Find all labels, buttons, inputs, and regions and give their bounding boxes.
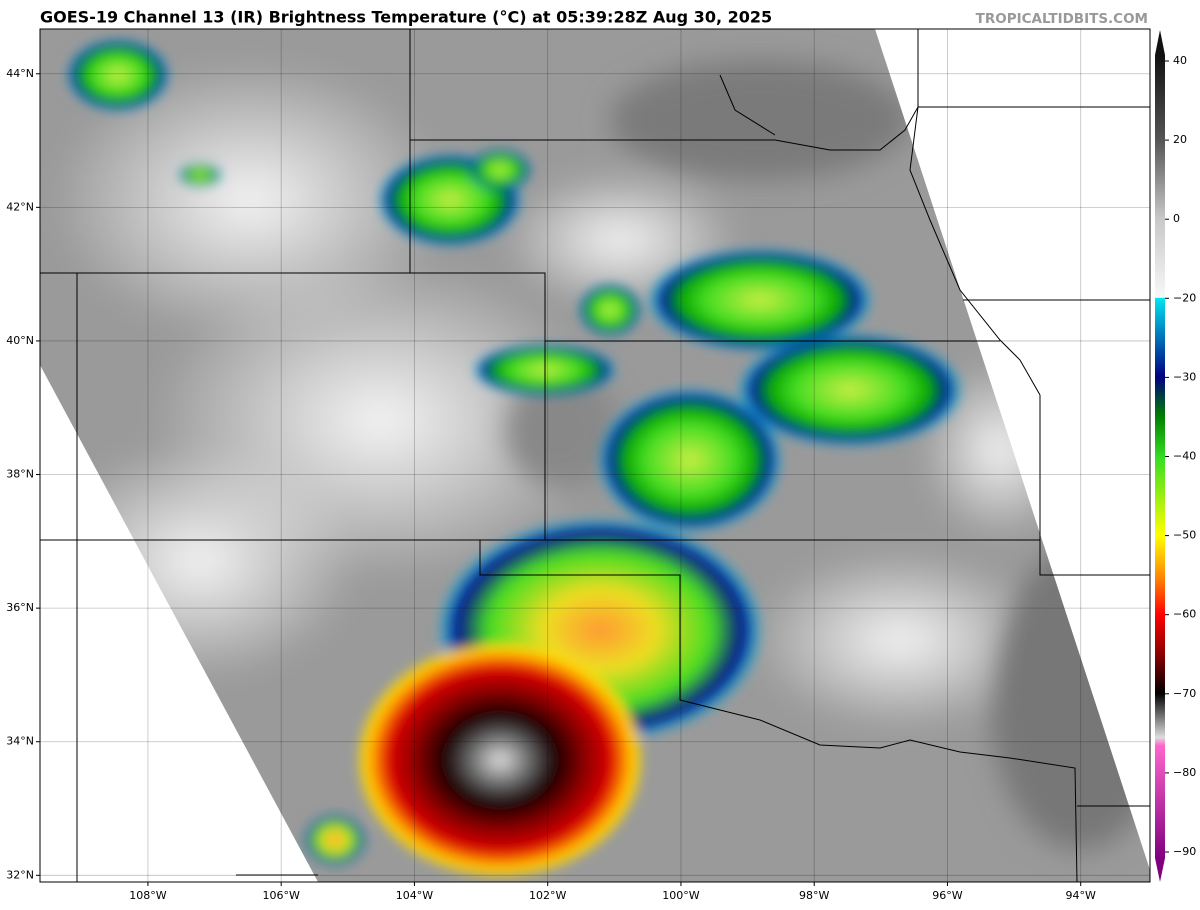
y-tick-label: 42°N: [6, 200, 34, 213]
colorbar: [1155, 30, 1165, 882]
colorbar-tick-label: −60: [1173, 608, 1196, 621]
colorbar-tick-label: 0: [1173, 212, 1180, 225]
x-tick-label: 96°W: [932, 889, 962, 902]
credit: TROPICALTIDBITS.COM: [976, 11, 1148, 27]
colorbar-body: [1155, 55, 1165, 858]
y-tick-label: 40°N: [6, 334, 34, 347]
boundaries: [40, 29, 1150, 882]
y-tick-label: 34°N: [6, 735, 34, 748]
x-tick-label: 98°W: [799, 889, 829, 902]
x-tick-label: 102°W: [529, 889, 566, 902]
title: GOES-19 Channel 13 (IR) Brightness Tempe…: [40, 8, 772, 27]
x-tick-label: 94°W: [1066, 889, 1096, 902]
plot-frame: [39, 28, 1151, 883]
colorbar-tick-label: −80: [1173, 766, 1196, 779]
y-tick-label: 38°N: [6, 468, 34, 481]
y-tick-label: 32°N: [6, 868, 34, 881]
colorbar-tick-label: −90: [1173, 845, 1196, 858]
colorbar-extend: [1155, 30, 1165, 55]
colorbar-extend: [1155, 858, 1165, 882]
x-tick-label: 108°W: [129, 889, 166, 902]
colorbar-tick-label: 40: [1173, 54, 1187, 67]
satellite-image: [40, 29, 1150, 882]
x-tick-label: 104°W: [396, 889, 433, 902]
colorbar-tick-label: 20: [1173, 133, 1187, 146]
x-tick-label: 106°W: [263, 889, 300, 902]
x-tick-label: 100°W: [662, 889, 699, 902]
y-tick-label: 36°N: [6, 601, 34, 614]
colorbar-tick-label: −20: [1173, 291, 1196, 304]
colorbar-tick-label: −70: [1173, 687, 1196, 700]
colorbar-tick-label: −50: [1173, 529, 1196, 542]
colorbar-tick-label: −40: [1173, 450, 1196, 463]
y-tick-label: 44°N: [6, 67, 34, 80]
colorbar-tick-label: −30: [1173, 370, 1196, 383]
